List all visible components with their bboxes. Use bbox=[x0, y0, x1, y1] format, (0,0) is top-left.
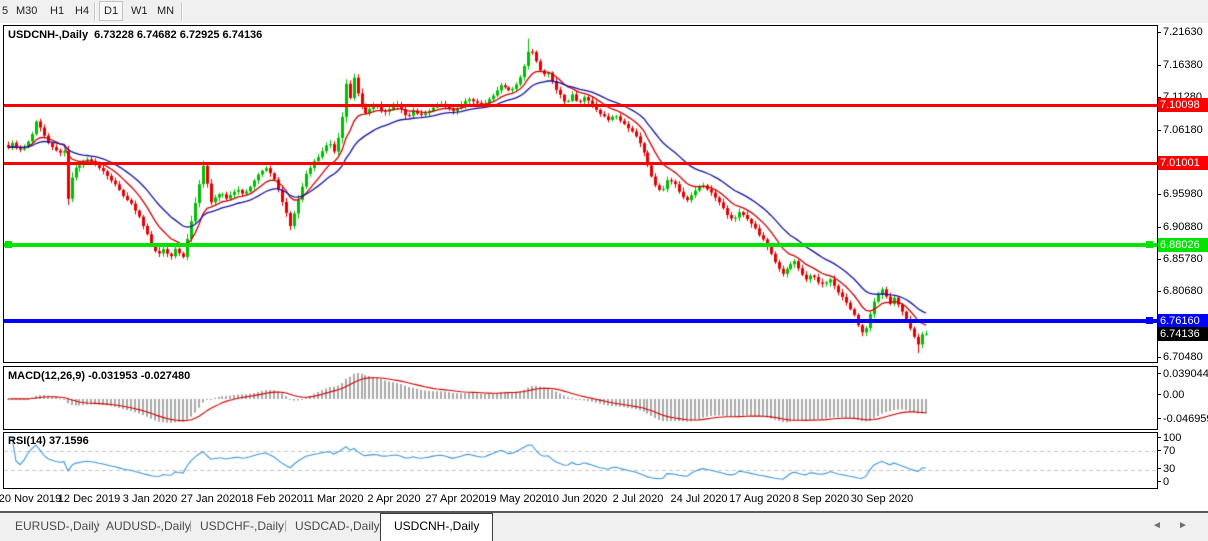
resistance-line-7.10098[interactable] bbox=[4, 104, 1157, 107]
toolbar-separator bbox=[94, 2, 96, 21]
macd-scale-tick: -0.046959 bbox=[1157, 413, 1208, 425]
ohlc-values: 6.73228 6.74682 6.72925 6.74136 bbox=[94, 29, 263, 41]
support-price-label: 6.88026 bbox=[1158, 238, 1208, 252]
time-axis-tick: 18 Feb 2020 bbox=[241, 493, 303, 505]
time-axis-tick: 11 Mar 2020 bbox=[302, 493, 364, 505]
timeframe-h4-button[interactable]: H4 bbox=[75, 5, 90, 17]
price-axis-tick: 6.70480 bbox=[1157, 351, 1208, 364]
resistance-line-7.01001[interactable] bbox=[4, 162, 1157, 165]
time-axis-tick: 10 Jun 2020 bbox=[546, 493, 608, 505]
macd-scale-tick: 0.00 bbox=[1157, 389, 1208, 401]
toolbar-separator bbox=[181, 2, 183, 21]
tab-eurusd[interactable]: EURUSD-,Daily bbox=[15, 519, 100, 533]
time-axis-tick: 24 Jul 2020 bbox=[670, 493, 728, 505]
tab-usdcad[interactable]: USDCAD-,Daily bbox=[295, 519, 380, 533]
time-axis-tick: 8 Sep 2020 bbox=[792, 493, 850, 505]
rsi-scale-tick: 100 bbox=[1157, 432, 1208, 444]
chart-window: USDCNH-,Daily 6.73228 6.74682 6.72925 6.7… bbox=[0, 23, 1208, 511]
tab-scroll-right-icon[interactable]: ► bbox=[1178, 520, 1188, 531]
time-axis-tick: 30 Sep 2020 bbox=[850, 493, 914, 505]
support-line-6.88026[interactable] bbox=[4, 243, 1157, 247]
chart-tab-bar: EURUSD-,Daily | AUDUSD-,Daily | USDCHF-,… bbox=[0, 511, 1208, 541]
tab-scroll-left-icon[interactable]: ◄ bbox=[1152, 520, 1162, 531]
rsi-indicator-label: RSI(14) 37.1596 bbox=[8, 435, 89, 447]
macd-canvas[interactable] bbox=[4, 367, 1157, 429]
line-handle[interactable] bbox=[5, 241, 12, 248]
rsi-name: RSI(14) bbox=[8, 435, 46, 447]
current-price-label: 6.74136 bbox=[1158, 327, 1208, 341]
macd-values: -0.031953 -0.027480 bbox=[88, 370, 191, 382]
symbol-period-label: USDCNH-,Daily bbox=[8, 29, 89, 41]
time-axis-tick: 27 Jan 2020 bbox=[180, 493, 242, 505]
time-axis-tick: 19 May 2020 bbox=[484, 493, 548, 505]
price-chart-canvas[interactable] bbox=[4, 26, 1157, 362]
tab-usdchf[interactable]: USDCHF-,Daily bbox=[200, 519, 284, 533]
price-axis-tick: 6.85780 bbox=[1157, 253, 1208, 266]
tab-separator: | bbox=[284, 518, 288, 532]
time-axis-tick: 20 Nov 2019 bbox=[0, 493, 62, 505]
line-handle[interactable] bbox=[1146, 317, 1153, 324]
time-axis-tick: 17 Aug 2020 bbox=[729, 493, 791, 505]
rsi-scale-tick: 30 bbox=[1157, 463, 1208, 475]
rsi-scale-tick: 70 bbox=[1157, 445, 1208, 457]
resistance-price-label: 7.10098 bbox=[1158, 98, 1208, 112]
time-axis-tick: 2 Apr 2020 bbox=[367, 493, 421, 505]
macd-name: MACD(12,26,9) bbox=[8, 370, 86, 382]
price-axis-tick: 6.90880 bbox=[1157, 221, 1208, 234]
timeframe-m30-button[interactable]: M30 bbox=[16, 5, 38, 17]
rsi-value: 37.1596 bbox=[48, 435, 89, 447]
price-axis-tick: 7.06180 bbox=[1157, 124, 1208, 137]
tab-audusd[interactable]: AUDUSD-,Daily bbox=[106, 519, 191, 533]
price-axis-tick: 6.80680 bbox=[1157, 285, 1208, 298]
macd-scale-tick: 0.039044 bbox=[1157, 368, 1208, 380]
price-axis-tick: 6.95980 bbox=[1157, 188, 1208, 201]
macd-indicator-label: MACD(12,26,9) -0.031953 -0.027480 bbox=[8, 370, 190, 382]
tab-separator: | bbox=[189, 518, 193, 532]
resistance-price-label: 7.01001 bbox=[1158, 156, 1208, 170]
price-axis-tick: 7.21630 bbox=[1157, 26, 1208, 39]
timeframe-mn-button[interactable]: MN bbox=[157, 5, 175, 17]
timeframe-h1-button[interactable]: H1 bbox=[50, 5, 65, 17]
time-axis-tick: 27 Apr 2020 bbox=[425, 493, 485, 505]
time-axis-tick: 3 Jan 2020 bbox=[122, 493, 178, 505]
time-axis-tick: 2 Jul 2020 bbox=[612, 493, 664, 505]
timeframe-toolbar: 5 M30 H1 H4 D1 W1 MN bbox=[0, 0, 1208, 24]
chart-title: USDCNH-,Daily 6.73228 6.74682 6.72925 6.7… bbox=[8, 29, 262, 41]
price-axis-tick: 7.16380 bbox=[1157, 59, 1208, 72]
tab-usdcnh-active[interactable]: USDCNH-,Daily bbox=[380, 513, 494, 541]
rsi-canvas[interactable] bbox=[4, 433, 1157, 488]
support-line-6.76160[interactable] bbox=[4, 319, 1157, 323]
time-axis: 20 Nov 2019 12 Dec 2019 3 Jan 2020 27 Ja… bbox=[0, 490, 1208, 511]
line-handle[interactable] bbox=[1146, 241, 1153, 248]
tab-separator: | bbox=[96, 518, 100, 532]
timeframe-m5-button[interactable]: 5 bbox=[2, 5, 9, 17]
timeframe-w1-button[interactable]: W1 bbox=[131, 5, 148, 17]
rsi-scale-tick: 0 bbox=[1157, 476, 1208, 488]
time-axis-tick: 12 Dec 2019 bbox=[57, 493, 121, 505]
support-price-label: 6.76160 bbox=[1158, 314, 1208, 328]
timeframe-d1-button[interactable]: D1 bbox=[99, 1, 124, 21]
